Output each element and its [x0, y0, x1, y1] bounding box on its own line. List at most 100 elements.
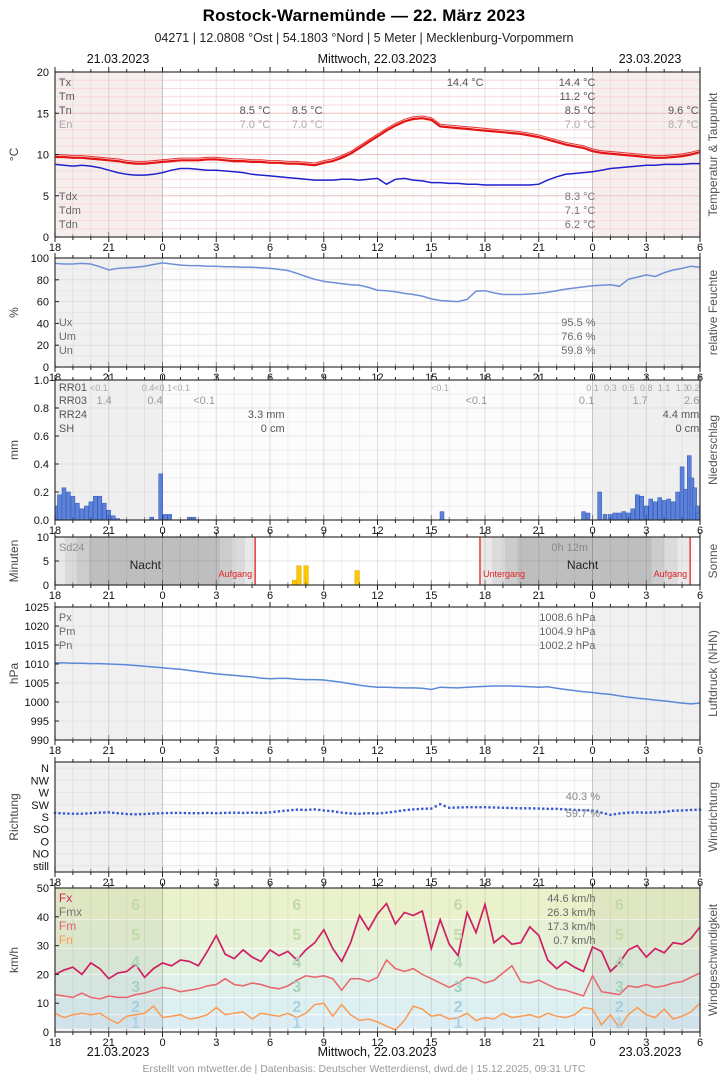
- svg-text:8.5 °C: 8.5 °C: [565, 105, 596, 117]
- svg-text:12: 12: [371, 590, 383, 602]
- svg-text:1: 1: [615, 1015, 624, 1032]
- svg-text:21: 21: [103, 242, 115, 254]
- svg-text:5: 5: [454, 927, 463, 944]
- svg-text:0: 0: [589, 1037, 595, 1049]
- svg-text:0.2: 0.2: [687, 383, 700, 393]
- svg-text:20: 20: [37, 340, 49, 352]
- svg-text:<0.1: <0.1: [193, 395, 215, 407]
- temperature-unit-label: °C: [7, 147, 21, 161]
- svg-text:6: 6: [697, 745, 703, 757]
- svg-text:SH: SH: [59, 423, 74, 435]
- sun-axis-title: Sonne: [706, 543, 720, 578]
- svg-text:Sd24: Sd24: [59, 542, 85, 554]
- sun-panel: Aufgang Untergang Aufgang Sd24 0h 12m Nacht Na…: [7, 532, 720, 602]
- svg-text:15: 15: [425, 745, 437, 757]
- svg-text:20: 20: [37, 969, 49, 981]
- svg-text:6: 6: [267, 242, 273, 254]
- svg-text:3: 3: [213, 745, 219, 757]
- svg-text:15: 15: [425, 1037, 437, 1049]
- svg-text:6: 6: [131, 897, 140, 914]
- svg-text:Aufgang: Aufgang: [219, 569, 253, 579]
- svg-text:1: 1: [131, 1015, 140, 1032]
- svg-text:18: 18: [479, 590, 491, 602]
- svg-text:21: 21: [103, 590, 115, 602]
- svg-text:0: 0: [159, 242, 165, 254]
- svg-text:18: 18: [49, 590, 61, 602]
- pressure-unit-label: hPa: [7, 663, 21, 685]
- svg-text:1015: 1015: [25, 640, 49, 652]
- svg-text:0: 0: [43, 580, 49, 592]
- svg-text:2: 2: [615, 999, 624, 1016]
- date-left: 21.03.2023: [86, 52, 150, 66]
- svg-text:0: 0: [43, 232, 49, 244]
- svg-text:<0.1: <0.1: [465, 395, 487, 407]
- precipitation-unit-label: mm: [7, 440, 21, 460]
- svg-text:3.3 mm: 3.3 mm: [248, 409, 285, 421]
- svg-text:N: N: [41, 763, 49, 775]
- svg-text:0.6: 0.6: [34, 431, 49, 443]
- svg-text:0: 0: [159, 1037, 165, 1049]
- svg-text:995: 995: [31, 716, 49, 728]
- svg-text:1: 1: [454, 1015, 463, 1032]
- svg-text:4: 4: [292, 954, 301, 971]
- svg-text:59.7 %: 59.7 %: [566, 808, 600, 820]
- svg-text:12: 12: [371, 525, 383, 537]
- svg-text:76.6 %: 76.6 %: [561, 331, 595, 343]
- svg-text:0.7 km/h: 0.7 km/h: [553, 935, 595, 947]
- svg-text:3: 3: [454, 979, 463, 996]
- wind_speed-axis-title: Windgeschwindigkeit: [706, 903, 720, 1016]
- svg-text:7.0 °C: 7.0 °C: [565, 119, 596, 131]
- svg-text:20: 20: [37, 67, 49, 79]
- svg-text:21: 21: [103, 745, 115, 757]
- svg-text:Nacht: Nacht: [130, 558, 162, 572]
- svg-text:21: 21: [533, 525, 545, 537]
- pressure-panel: Px Pm Pn 1008.6 hPa 1004.9 hPa 1002.2 hPa 990 9…: [7, 602, 720, 757]
- svg-text:44.6 km/h: 44.6 km/h: [547, 893, 595, 905]
- svg-text:15: 15: [425, 590, 437, 602]
- svg-text:18: 18: [479, 525, 491, 537]
- svg-text:2: 2: [292, 999, 301, 1016]
- svg-text:<0.1: <0.1: [90, 383, 108, 393]
- svg-text:6: 6: [267, 745, 273, 757]
- svg-text:9.6 °C: 9.6 °C: [668, 105, 699, 117]
- svg-text:15: 15: [37, 108, 49, 120]
- svg-text:3: 3: [213, 242, 219, 254]
- svg-text:21: 21: [103, 1037, 115, 1049]
- svg-text:26.3 km/h: 26.3 km/h: [547, 907, 595, 919]
- svg-text:6: 6: [697, 590, 703, 602]
- svg-text:1002.2 hPa: 1002.2 hPa: [539, 640, 596, 652]
- svg-text:2.6: 2.6: [684, 395, 699, 407]
- svg-text:Fm: Fm: [59, 919, 76, 933]
- svg-text:990: 990: [31, 735, 49, 747]
- svg-text:NW: NW: [31, 775, 50, 787]
- svg-text:1.1: 1.1: [658, 383, 671, 393]
- svg-text:6: 6: [267, 525, 273, 537]
- svg-text:9: 9: [321, 590, 327, 602]
- svg-text:11.2 °C: 11.2 °C: [560, 91, 596, 103]
- svg-text:7.1 °C: 7.1 °C: [565, 205, 596, 217]
- svg-text:Nacht: Nacht: [567, 558, 599, 572]
- svg-text:O: O: [40, 836, 49, 848]
- svg-text:2: 2: [454, 999, 463, 1016]
- svg-text:10: 10: [37, 998, 49, 1010]
- svg-text:8.7 °C: 8.7 °C: [668, 119, 699, 131]
- svg-text:0.1: 0.1: [586, 383, 599, 393]
- svg-text:0: 0: [589, 590, 595, 602]
- svg-text:10: 10: [37, 150, 49, 162]
- svg-text:4: 4: [131, 954, 140, 971]
- humidity-axis-title: relative Feuchte: [706, 269, 720, 355]
- svg-text:18: 18: [49, 525, 61, 537]
- svg-text:5: 5: [43, 556, 49, 568]
- svg-text:6: 6: [267, 1037, 273, 1049]
- svg-text:6: 6: [615, 897, 624, 914]
- svg-text:Un: Un: [59, 345, 73, 357]
- temperature-panel: Tx Tm Tn En 8.5 °C 8.5 °C 7.0 °C 7.0 °C 14.4 °C 1…: [7, 67, 720, 254]
- svg-text:SO: SO: [33, 824, 49, 836]
- svg-text:0.5: 0.5: [622, 383, 635, 393]
- svg-text:0.4: 0.4: [34, 459, 49, 471]
- svg-text:18: 18: [479, 242, 491, 254]
- svg-text:0.4<0.1<0.1: 0.4<0.1<0.1: [142, 383, 190, 393]
